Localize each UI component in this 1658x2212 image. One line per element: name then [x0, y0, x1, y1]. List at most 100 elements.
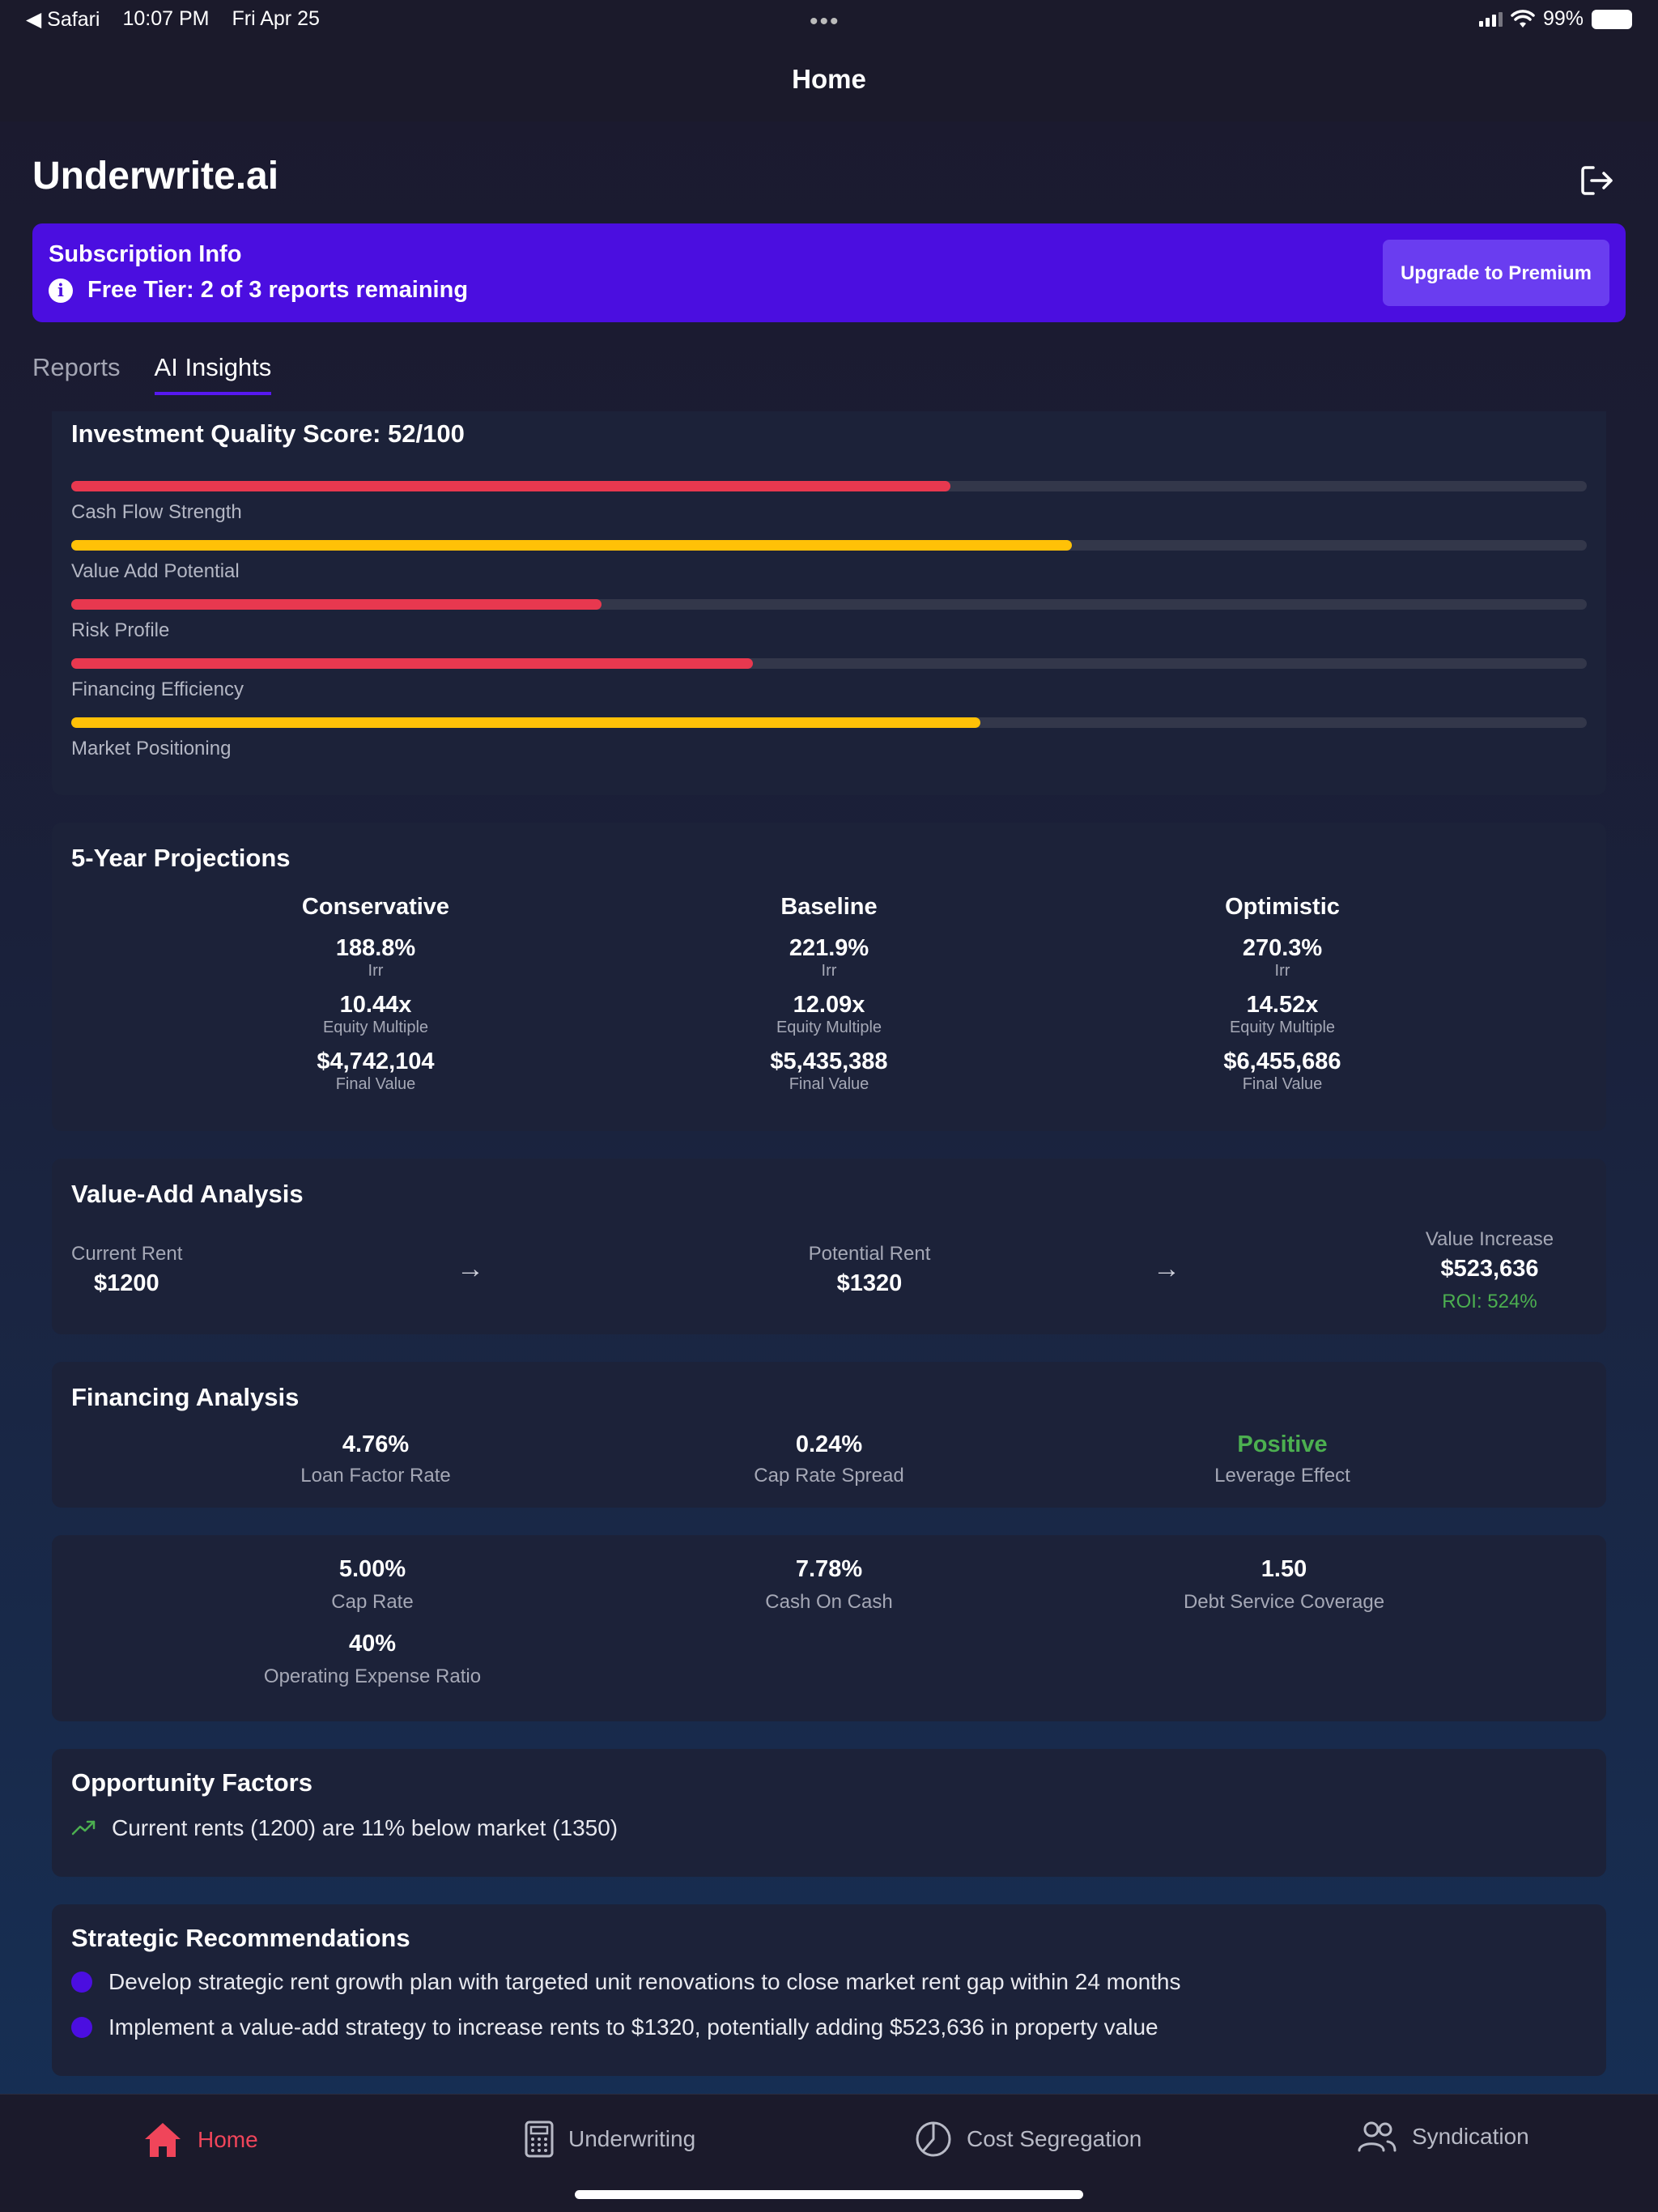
key-metrics-card: 5.00% Cap Rate 7.78% Cash On Cash 1.50 D… [52, 1535, 1606, 1721]
tabbar-label: Cost Segregation [967, 2126, 1142, 2151]
status-bar: ◀ Safari 10:07 PM Fri Apr 25 ••• 99% [0, 0, 1658, 40]
trending-up-icon [71, 1820, 96, 1836]
quality-bar-label: Market Positioning [71, 738, 232, 759]
bullet-icon [71, 2017, 92, 2038]
metric-value: 40% [348, 1631, 397, 1657]
tabbar-label: Syndication [1412, 2124, 1529, 2149]
back-to-app-link[interactable]: ◀ Safari [26, 8, 100, 31]
tabbar-cost-segregation[interactable]: Cost Segregation [915, 2121, 1141, 2158]
scenario-baseline: Baseline 221.9% Irr 12.09x Equity Multip… [622, 894, 1036, 1094]
info-icon: i [49, 278, 73, 303]
upgrade-button[interactable]: Upgrade to Premium [1383, 240, 1609, 306]
bullet-icon [71, 1972, 92, 1993]
equity-multiple-label: Equity Multiple [1229, 1019, 1336, 1036]
metric-label: Leverage Effect [1214, 1465, 1350, 1487]
multitasking-dots-icon[interactable]: ••• [810, 8, 840, 35]
loan-factor-rate: 4.76% Loan Factor Rate [168, 1431, 583, 1487]
opportunity-item: Current rents (1200) are 11% below marke… [71, 1815, 618, 1841]
progress-track [71, 481, 1587, 491]
progress-track [71, 540, 1587, 551]
tabbar-underwriting[interactable]: Underwriting [525, 2121, 695, 2158]
metric-label: Cap Rate [331, 1591, 414, 1613]
calculator-icon [525, 2121, 554, 2158]
scenario-optimistic: Optimistic 270.3% Irr 14.52x Equity Mult… [1075, 894, 1490, 1094]
progress-fill [71, 717, 981, 728]
value-add-title: Value-Add Analysis [71, 1180, 304, 1208]
recommendation-item: Implement a value-add strategy to increa… [71, 2014, 1158, 2040]
subscription-info: i Free Tier: 2 of 3 reports remaining [49, 277, 468, 304]
potential-rent-value: $1320 [836, 1270, 903, 1296]
quality-bar-label: Value Add Potential [71, 560, 240, 582]
financing-card: Financing Analysis 4.76% Loan Factor Rat… [52, 1362, 1606, 1508]
debt-service-coverage-metric: 1.50 Debt Service Coverage [1077, 1556, 1491, 1614]
metric-label: Cap Rate Spread [754, 1465, 904, 1487]
metric-value: Positive [1237, 1431, 1328, 1457]
progress-track [71, 599, 1587, 610]
final-value-label: Final Value [789, 1075, 869, 1093]
scenario-final-value: $4,742,104 [317, 1049, 435, 1074]
metric-value: 1.50 [1261, 1556, 1307, 1582]
operating-expense-ratio-metric: 40% Operating Expense Ratio [165, 1631, 580, 1688]
arrow-right-icon: → [457, 1253, 484, 1284]
value-increase: Value Increase $523,636 ROI: 524% [1380, 1228, 1600, 1313]
cellular-signal-icon [1478, 11, 1503, 27]
tabbar-label: Home [198, 2127, 258, 2152]
home-indicator[interactable] [575, 2190, 1083, 2199]
status-time: 10:07 PM [122, 7, 210, 30]
metric-value: 5.00% [338, 1556, 406, 1582]
tab-reports[interactable]: Reports [32, 353, 121, 381]
value-increase-label: Value Increase [1425, 1228, 1554, 1250]
current-rent-value: $1200 [94, 1270, 159, 1296]
scenario-name: Conservative [301, 894, 450, 920]
battery-icon [1592, 9, 1632, 29]
metric-label: Operating Expense Ratio [263, 1665, 482, 1687]
value-increase-amount: $523,636 [1440, 1256, 1539, 1282]
quality-bar-row: Financing Efficiency [71, 658, 1587, 701]
scenario-equity-multiple: 14.52x [1246, 992, 1319, 1018]
nav-bar: Home [0, 40, 1658, 121]
metric-label: Loan Factor Rate [300, 1465, 451, 1487]
financing-title: Financing Analysis [71, 1383, 300, 1411]
progress-track [71, 717, 1587, 728]
tabbar-syndication[interactable]: Syndication [1357, 2121, 1529, 2153]
scenario-equity-multiple: 10.44x [339, 992, 412, 1018]
opportunity-title: Opportunity Factors [71, 1768, 312, 1797]
tab-ai-insights[interactable]: AI Insights [154, 353, 272, 395]
progress-track [71, 658, 1587, 669]
quality-bar-label: Financing Efficiency [71, 678, 244, 700]
battery-percent: 99% [1542, 7, 1584, 30]
scenario-irr: 188.8% [335, 935, 416, 961]
quality-score-title: Investment Quality Score: 52/100 [71, 419, 465, 448]
value-add-card: Value-Add Analysis Current Rent $1200 → … [52, 1159, 1606, 1334]
projections-card: 5-Year Projections Conservative 188.8% I… [52, 823, 1606, 1131]
logout-icon[interactable] [1577, 161, 1616, 200]
quality-bar-label: Cash Flow Strength [71, 501, 242, 523]
nav-title: Home [792, 64, 866, 94]
current-rent: Current Rent $1200 [71, 1243, 182, 1297]
potential-rent: Potential Rent $1320 [732, 1243, 1007, 1297]
subscription-info-text: Free Tier: 2 of 3 reports remaining [87, 277, 469, 303]
quality-bar-row: Value Add Potential [71, 540, 1587, 583]
projections-title: 5-Year Projections [71, 844, 291, 872]
recommendations-title: Strategic Recommendations [71, 1924, 410, 1952]
metric-value: 0.24% [795, 1431, 863, 1457]
metric-label: Debt Service Coverage [1183, 1591, 1385, 1613]
roi-text: ROI: 524% [1442, 1291, 1537, 1312]
progress-fill [71, 481, 950, 491]
progress-fill [71, 599, 602, 610]
scenario-conservative: Conservative 188.8% Irr 10.44x Equity Mu… [168, 894, 583, 1094]
investment-quality-card: Investment Quality Score: 52/100 Cash Fl… [52, 411, 1606, 795]
pie-chart-icon [916, 2121, 951, 2157]
subscription-banner: Subscription Info i Free Tier: 2 of 3 re… [32, 223, 1626, 322]
metric-value: 4.76% [342, 1431, 410, 1457]
leverage-effect: Positive Leverage Effect [1075, 1431, 1490, 1487]
recommendations-card: Strategic Recommendations Develop strate… [52, 1904, 1606, 2076]
progress-fill [71, 540, 1072, 551]
scenario-final-value: $5,435,388 [770, 1049, 888, 1074]
cap-rate-spread: 0.24% Cap Rate Spread [622, 1431, 1036, 1487]
tabbar-home[interactable]: Home [142, 2121, 258, 2159]
equity-multiple-label: Equity Multiple [322, 1019, 429, 1036]
potential-rent-label: Potential Rent [808, 1243, 931, 1265]
status-date: Fri Apr 25 [232, 7, 320, 30]
scenario-irr: 270.3% [1242, 935, 1323, 961]
